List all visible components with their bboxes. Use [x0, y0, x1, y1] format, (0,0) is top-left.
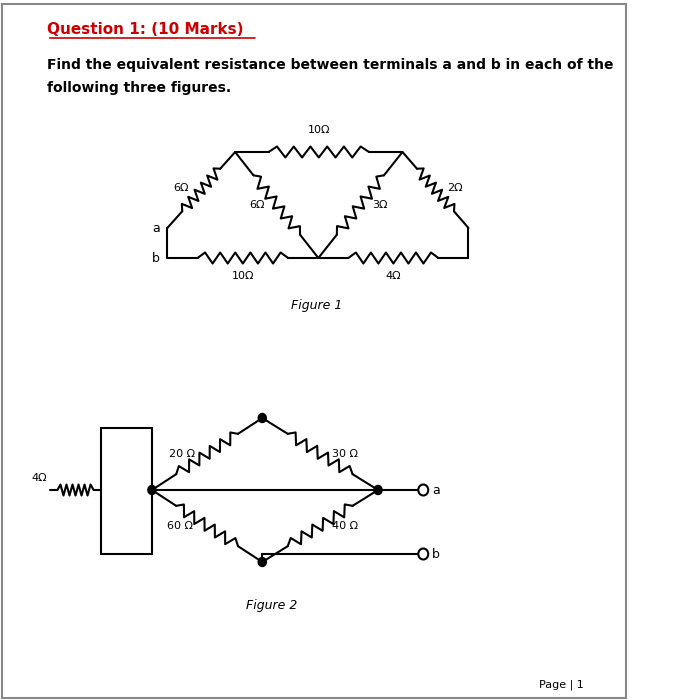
- Text: 4Ω: 4Ω: [385, 271, 401, 281]
- Text: 3Ω: 3Ω: [373, 200, 388, 210]
- Text: 40 Ω: 40 Ω: [332, 521, 358, 531]
- Text: 6Ω: 6Ω: [174, 183, 189, 193]
- Text: 20 Ω: 20 Ω: [169, 449, 195, 459]
- Text: Find the equivalent resistance between terminals a and b in each of the: Find the equivalent resistance between t…: [47, 58, 613, 72]
- Circle shape: [258, 557, 266, 566]
- Circle shape: [418, 484, 428, 496]
- Text: 10Ω: 10Ω: [307, 125, 330, 135]
- Circle shape: [148, 486, 156, 494]
- Text: Page | 1: Page | 1: [539, 680, 583, 690]
- Text: 10Ω: 10Ω: [231, 271, 254, 281]
- Text: Question 1: (10 Marks): Question 1: (10 Marks): [47, 22, 243, 38]
- Text: 2Ω: 2Ω: [447, 183, 464, 193]
- Circle shape: [258, 414, 266, 423]
- Text: b: b: [152, 251, 160, 265]
- Text: 6Ω: 6Ω: [249, 200, 265, 210]
- Text: Figure 2: Figure 2: [245, 598, 297, 612]
- Text: a: a: [153, 221, 160, 234]
- Text: 60 Ω: 60 Ω: [167, 521, 193, 531]
- Circle shape: [374, 486, 382, 494]
- Text: 4Ω: 4Ω: [31, 473, 47, 483]
- Text: Figure 1: Figure 1: [291, 298, 342, 312]
- Text: following three figures.: following three figures.: [47, 81, 231, 95]
- Text: b: b: [432, 547, 441, 561]
- Text: 30 Ω: 30 Ω: [332, 449, 358, 459]
- Text: a: a: [432, 484, 440, 496]
- Circle shape: [418, 549, 428, 559]
